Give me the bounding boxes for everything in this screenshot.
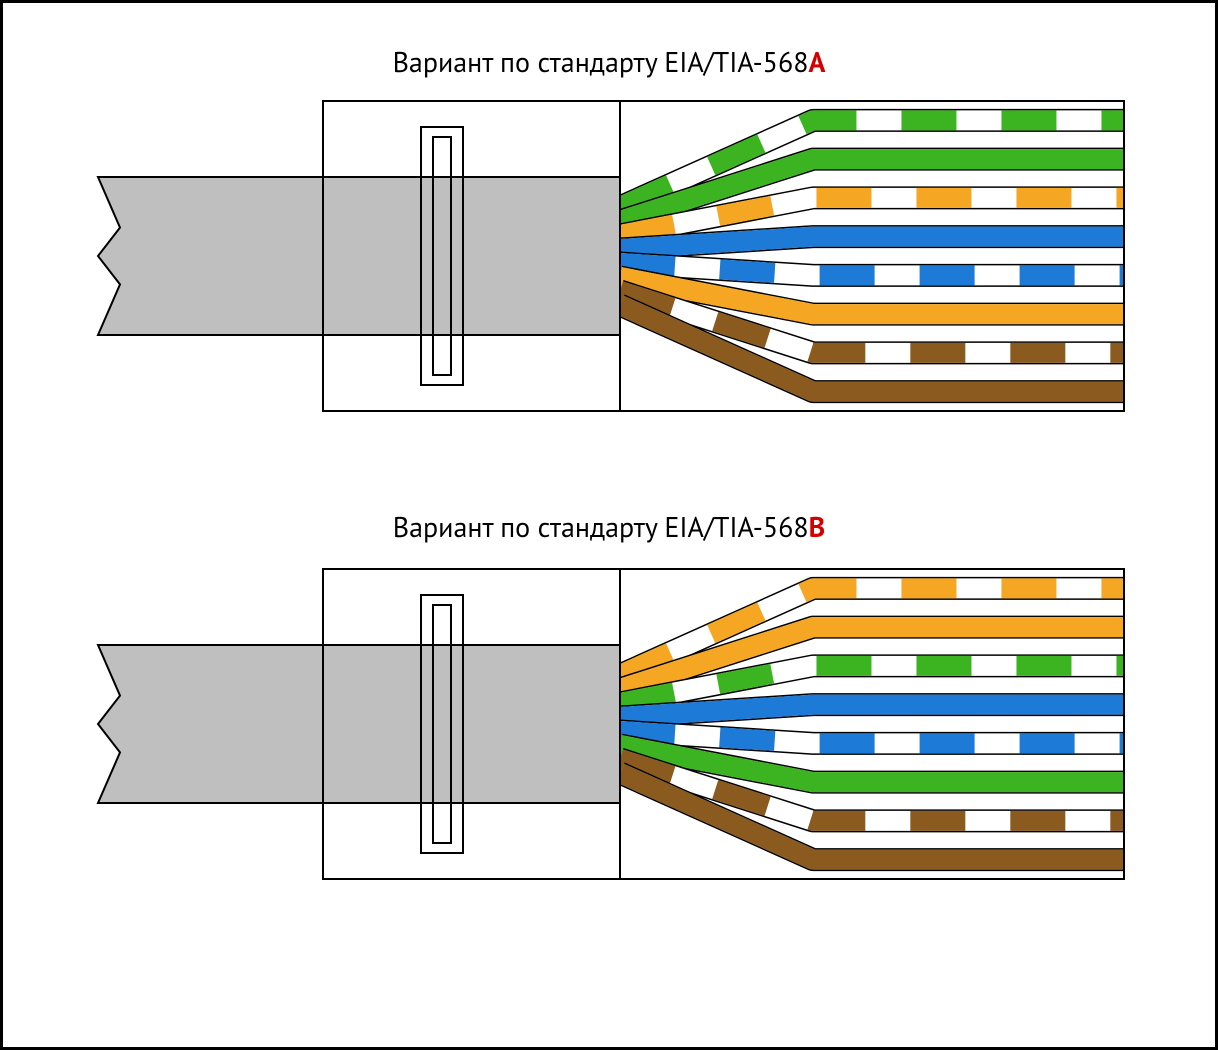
cable-jacket	[98, 177, 620, 335]
diagram-568b	[3, 539, 1218, 939]
diagram-568a	[3, 71, 1218, 471]
page-frame: Вариант по стандарту EIA/TIA-568A Вариан…	[0, 0, 1218, 1050]
cable-jacket	[98, 645, 620, 803]
